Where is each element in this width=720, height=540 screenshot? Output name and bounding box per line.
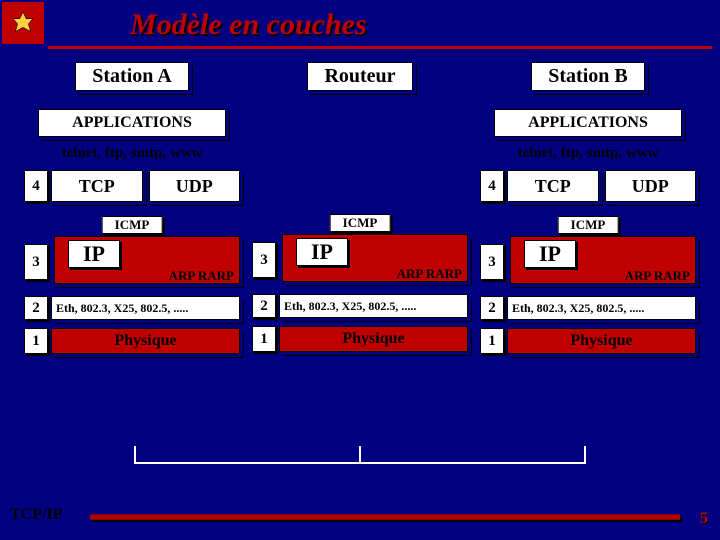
footer-rule (90, 514, 680, 520)
column-header: Station B (531, 62, 644, 91)
layer-number: 4 (24, 170, 48, 202)
icmp-box: ICMP (558, 216, 619, 234)
layer-3-group: ICMP 3 IP ARP RARP (24, 216, 240, 286)
title-underline (48, 46, 712, 49)
app-protocols-label: telnet, ftp, smtp, www (518, 145, 659, 162)
layer-1-row: 1 Physique (24, 328, 240, 354)
tcp-box: TCP (507, 170, 599, 202)
ip-box: IP (296, 238, 348, 266)
physical-box: Physique (507, 328, 696, 354)
layer-number: 4 (480, 170, 504, 202)
logo (2, 2, 44, 44)
layer-number: 1 (24, 328, 48, 354)
applications-box: APPLICATIONS (494, 109, 682, 137)
datalink-box: Eth, 802.3, X25, 802.5, ..... (507, 296, 696, 320)
arp-label: ARP RARP (397, 266, 462, 282)
physical-box: Physique (279, 326, 468, 352)
icmp-box: ICMP (330, 214, 391, 232)
udp-box: UDP (605, 170, 697, 202)
layer-number: 2 (480, 296, 504, 320)
layer-4-row: 4 TCP UDP (480, 170, 696, 202)
ip-box: IP (524, 240, 576, 268)
layer-3-group: ICMP 3 IP ARP RARP (252, 214, 468, 284)
physical-box: Physique (51, 328, 240, 354)
layer-3-group: ICMP 3 IP ARP RARP (480, 216, 696, 286)
layer-number: 3 (252, 242, 276, 278)
icmp-box: ICMP (102, 216, 163, 234)
layer-2-row: 2 Eth, 802.3, X25, 802.5, ..... (480, 296, 696, 320)
layer-number: 3 (24, 244, 48, 280)
ip-box: IP (68, 240, 120, 268)
slide-title: Modèle en couches (130, 8, 367, 42)
layer-4-row: 4 TCP UDP (24, 170, 240, 202)
physical-connector-mid (359, 446, 361, 464)
column-header: Routeur (307, 62, 412, 91)
footer-label: TCP/IP (10, 506, 62, 524)
column-station-b: Station B APPLICATIONS telnet, ftp, smtp… (480, 62, 696, 354)
column-station-a: Station A APPLICATIONS telnet, ftp, smtp… (24, 62, 240, 354)
arp-label: ARP RARP (169, 268, 234, 284)
udp-box: UDP (149, 170, 241, 202)
layer-1-row: 1 Physique (480, 328, 696, 354)
column-router: Routeur ICMP 3 IP ARP RARP 2 Eth, 802.3,… (252, 62, 468, 354)
layer-2-row: 2 Eth, 802.3, X25, 802.5, ..... (24, 296, 240, 320)
column-header: Station A (75, 62, 188, 91)
layer-2-row: 2 Eth, 802.3, X25, 802.5, ..... (252, 294, 468, 318)
layer-number: 2 (24, 296, 48, 320)
diagram-columns: Station A APPLICATIONS telnet, ftp, smtp… (24, 62, 696, 354)
applications-box: APPLICATIONS (38, 109, 226, 137)
arp-label: ARP RARP (625, 268, 690, 284)
datalink-box: Eth, 802.3, X25, 802.5, ..... (279, 294, 468, 318)
layer-number: 3 (480, 244, 504, 280)
layer-1-row: 1 Physique (252, 326, 468, 352)
layer-number: 2 (252, 294, 276, 318)
slide-number: 5 (700, 510, 708, 528)
tcp-box: TCP (51, 170, 143, 202)
layer-number: 1 (480, 328, 504, 354)
app-protocols-label: telnet, ftp, smtp, www (62, 145, 203, 162)
layer-number: 1 (252, 326, 276, 352)
datalink-box: Eth, 802.3, X25, 802.5, ..... (51, 296, 240, 320)
